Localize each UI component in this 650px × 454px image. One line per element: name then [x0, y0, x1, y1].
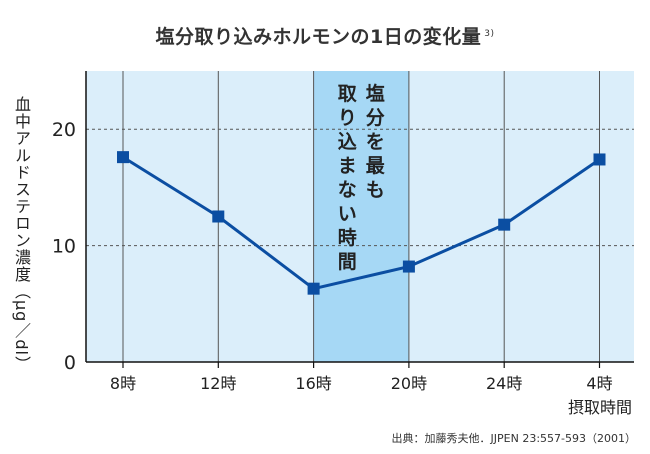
x-axis-label: 摂取時間: [568, 398, 632, 417]
highlight-label-char: 時: [338, 227, 357, 249]
highlight-label-char: 取: [338, 83, 357, 105]
x-tick-label: 20時: [391, 374, 427, 393]
highlight-label-char: な: [338, 179, 357, 201]
y-tick-label: 20: [52, 119, 76, 141]
highlight-label-char: 込: [338, 131, 357, 153]
highlight-label-char: 間: [338, 251, 357, 273]
x-tick-label: 4時: [586, 374, 612, 393]
x-tick-label: 16時: [295, 374, 331, 393]
highlight-label-char: い: [338, 203, 357, 225]
series-line: [122, 155, 601, 291]
x-tick-label: 12時: [200, 374, 236, 393]
highlight-band: [313, 71, 409, 362]
highlight-label-char: 最: [366, 155, 386, 177]
highlight-label-char: 塩: [366, 82, 385, 105]
data-point: [212, 210, 225, 223]
y-tick-label: 0: [64, 352, 76, 374]
data-point: [402, 260, 415, 273]
highlight-label-char: を: [366, 131, 385, 153]
title-reference: 3): [484, 28, 495, 39]
data-point: [307, 282, 320, 295]
y-tick-label: 10: [52, 236, 76, 258]
data-point: [498, 218, 511, 231]
data-point: [117, 151, 129, 164]
data-point: [593, 153, 606, 166]
highlight-label-char: 分: [366, 107, 385, 129]
y-axis-label: 血中アルドステロン濃度（μg／dl）: [12, 96, 31, 373]
highlight-label-char: り: [338, 107, 357, 129]
highlight-label-char: も: [366, 179, 385, 201]
x-tick-label: 8時: [110, 374, 136, 393]
x-tick-label: 24時: [486, 374, 522, 393]
source-note: 出典：加藤秀夫他．JJPEN 23:557-593（2001）: [391, 432, 636, 445]
highlight-label-char: ま: [338, 155, 357, 177]
chart-title: 塩分取り込みホルモンの1日の変化量 3): [155, 26, 495, 48]
